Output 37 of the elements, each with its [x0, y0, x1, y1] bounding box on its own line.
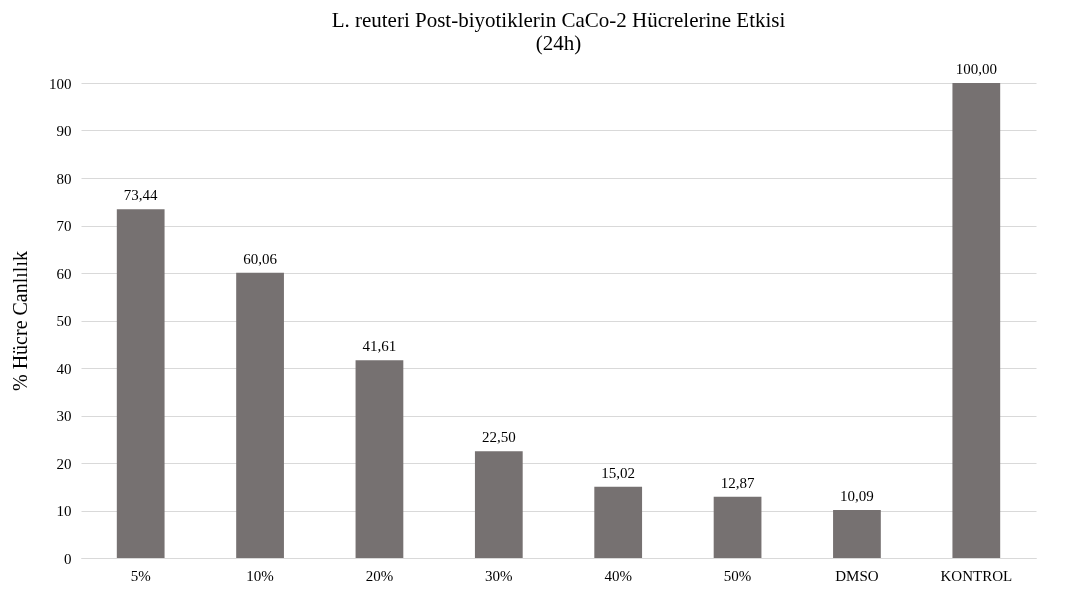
y-tick-label: 30 [56, 408, 72, 424]
x-tick-label: 40% [604, 567, 632, 584]
x-tick-label: 30% [485, 567, 513, 584]
y-tick-label: 70 [56, 218, 72, 234]
x-tick-label: 20% [365, 567, 394, 584]
chart-title: L. reuteri Post-biyotiklerin CaCo-2 Hücrelerine Etkisi (24h) [331, 8, 786, 55]
bar [833, 510, 881, 558]
data-label: 60,06 [243, 250, 278, 267]
data-label: 22,50 [481, 429, 516, 446]
y-tick-label: 80 [56, 170, 72, 187]
x-tick-label: DMSO [835, 567, 879, 584]
y-tick-label: 100 [49, 75, 72, 92]
data-label: 100,00 [955, 61, 997, 77]
y-axis-title: % Hücre Canlılık [9, 251, 31, 391]
bar [355, 360, 404, 558]
data-label: 10,09 [840, 488, 874, 505]
bar [236, 272, 284, 558]
y-tick-label: 90 [56, 123, 72, 139]
y-tick-label: 50 [56, 313, 72, 329]
x-tick-label: 50% [723, 567, 752, 584]
y-tick-label: 40 [56, 360, 72, 377]
y-tick-label: 0 [64, 550, 72, 567]
data-label: 73,44 [123, 187, 159, 204]
y-tick-label: 10 [56, 503, 72, 519]
bar [713, 496, 762, 558]
x-tick-label: 5% [130, 567, 151, 584]
data-label: 12,87 [720, 474, 755, 491]
bar [952, 83, 1001, 558]
bar [474, 451, 523, 558]
y-tick-label: 60 [56, 265, 72, 282]
x-tick-label: 10% [246, 567, 274, 584]
x-tick-label: KONTROL [940, 567, 1013, 584]
bar [594, 486, 643, 558]
data-label: 41,61 [362, 338, 397, 355]
data-label: 15,02 [601, 464, 636, 481]
bar [116, 209, 165, 558]
y-tick-label: 20 [56, 455, 72, 472]
